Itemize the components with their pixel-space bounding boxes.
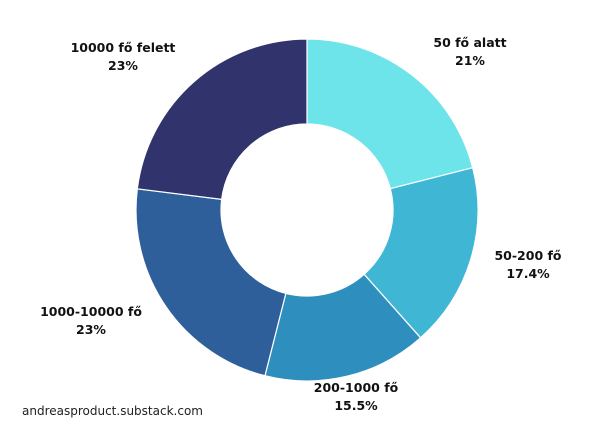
slice-3 [264,273,422,382]
slice-2 [363,166,479,339]
slice-label-3: 200-1000 fő [314,380,399,395]
slice-1 [306,38,474,190]
labels-group: 50 fő alatt 21% 50-200 fő 17.4% 200-1000 fő 1… [40,35,562,413]
slice-4 [135,188,287,377]
slice-value-4: 23% [76,322,106,337]
slice-value-5: 23% [108,58,138,73]
slice-label-1: 50 fő alatt [433,35,506,50]
slice-5 [136,38,308,201]
source-credit: andreasproduct.substack.com [22,404,203,418]
slices-group [135,38,479,382]
slice-value-3: 15.5% [334,398,378,413]
slice-label-5: 10000 fő felett [71,40,176,55]
slice-label-4: 1000-10000 fő [40,304,142,319]
slice-label-2: 50-200 fő [494,248,561,263]
slice-value-1: 21% [455,53,485,68]
slice-value-2: 17.4% [506,266,550,281]
